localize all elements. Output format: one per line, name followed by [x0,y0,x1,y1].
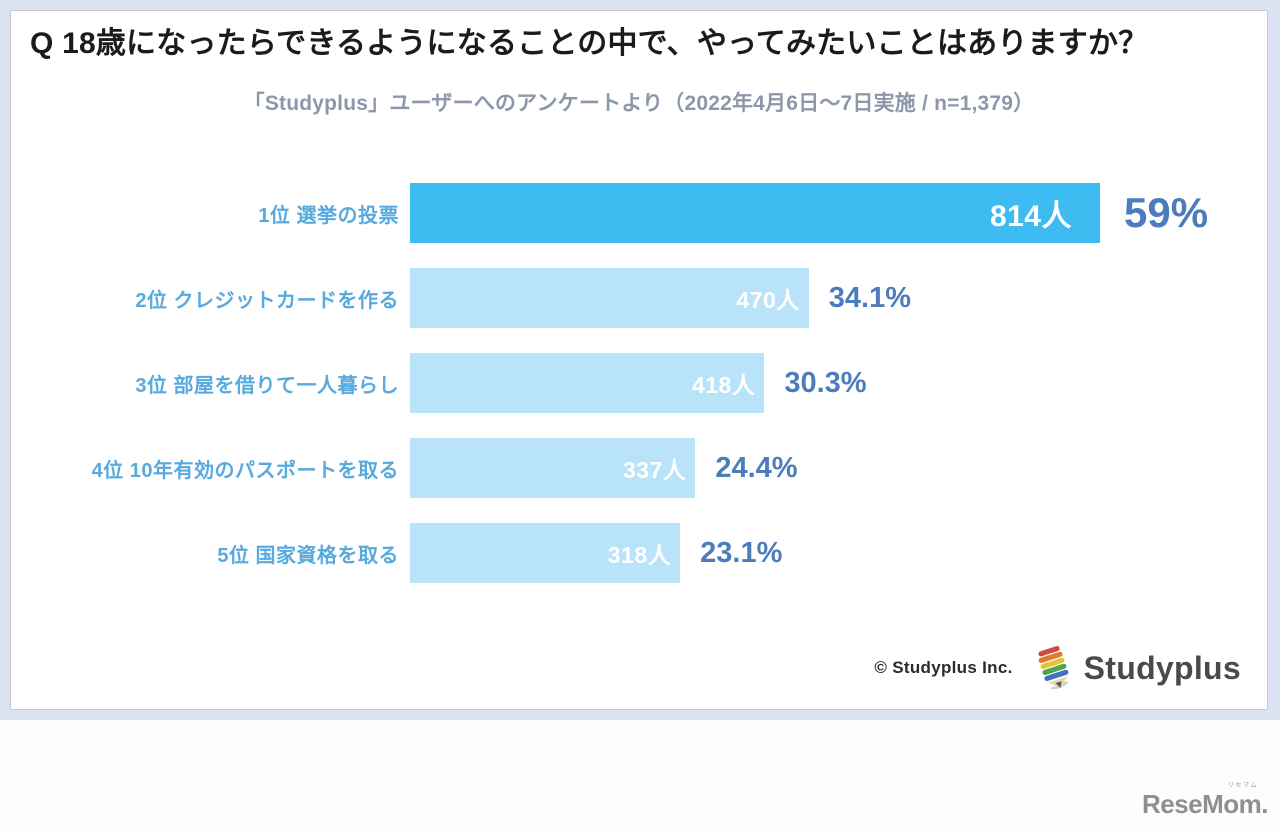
chart-row: 2位 クレジットカードを作る 470人 34.1% [11,268,1267,328]
bar: 470人 [410,268,809,328]
percent-label: 34.1% [828,281,912,314]
studyplus-logo-text: Studyplus [1083,649,1241,686]
category-label: 5位 国家資格を取る [217,544,399,567]
chart-row: 1位 選挙の投票 814人 59% [11,183,1267,243]
resemom-logo-text: ReseMom. [1141,789,1269,819]
studyplus-logo: Studyplus [1031,645,1241,691]
bar-count-label: 337人 [622,457,687,483]
percent-label: 30.3% [784,366,867,399]
page-title: Q 18歳になったらできるようになることの中で、やってみたいことはありますか？ [30,27,1149,60]
page-subtitle: 「Studyplus」ユーザーへのアンケートより（2022年4月6日〜7日実施 … [243,92,1035,115]
footer: © Studyplus Inc. Studyplus [874,645,1241,691]
category-label: 4位 10年有効のパスポートを取る [91,459,399,482]
category-label: 3位 部屋を借りて一人暮らし [135,374,399,397]
bar: 318人 [410,523,681,583]
studyplus-pencil-icon [1038,645,1069,690]
chart-row: 3位 部屋を借りて一人暮らし 418人 30.3% [11,353,1267,413]
bar: 814人 [410,183,1100,243]
category-label: 2位 クレジットカードを作る [135,289,399,312]
bar-chart: 1位 選挙の投票 814人 59% 2位 クレジットカードを作る 470人 34… [11,183,1267,608]
bar: 337人 [410,438,696,498]
survey-card: Q 18歳になったらできるようになることの中で、やってみたいことはありますか？ … [10,10,1268,710]
bar-count-label: 318人 [607,542,672,568]
bar: 418人 [410,353,765,413]
bar-count-label: 814人 [989,200,1072,233]
percent-label: 59% [1124,189,1209,236]
percent-label: 23.1% [700,536,783,569]
resemom-ruby-text: リセマム [1227,783,1258,789]
bar-count-label: 470人 [736,287,800,313]
chart-row: 4位 10年有効のパスポートを取る 337人 24.4% [11,438,1267,498]
copyright-text: © Studyplus Inc. [874,658,1013,677]
percent-label: 24.4% [715,451,798,484]
chart-row: 5位 国家資格を取る 318人 23.1% [11,523,1267,583]
resemom-logo: リセマム ReseMom. [1141,782,1269,819]
bar-count-label: 418人 [691,372,756,398]
category-label: 1位 選挙の投票 [258,204,399,227]
